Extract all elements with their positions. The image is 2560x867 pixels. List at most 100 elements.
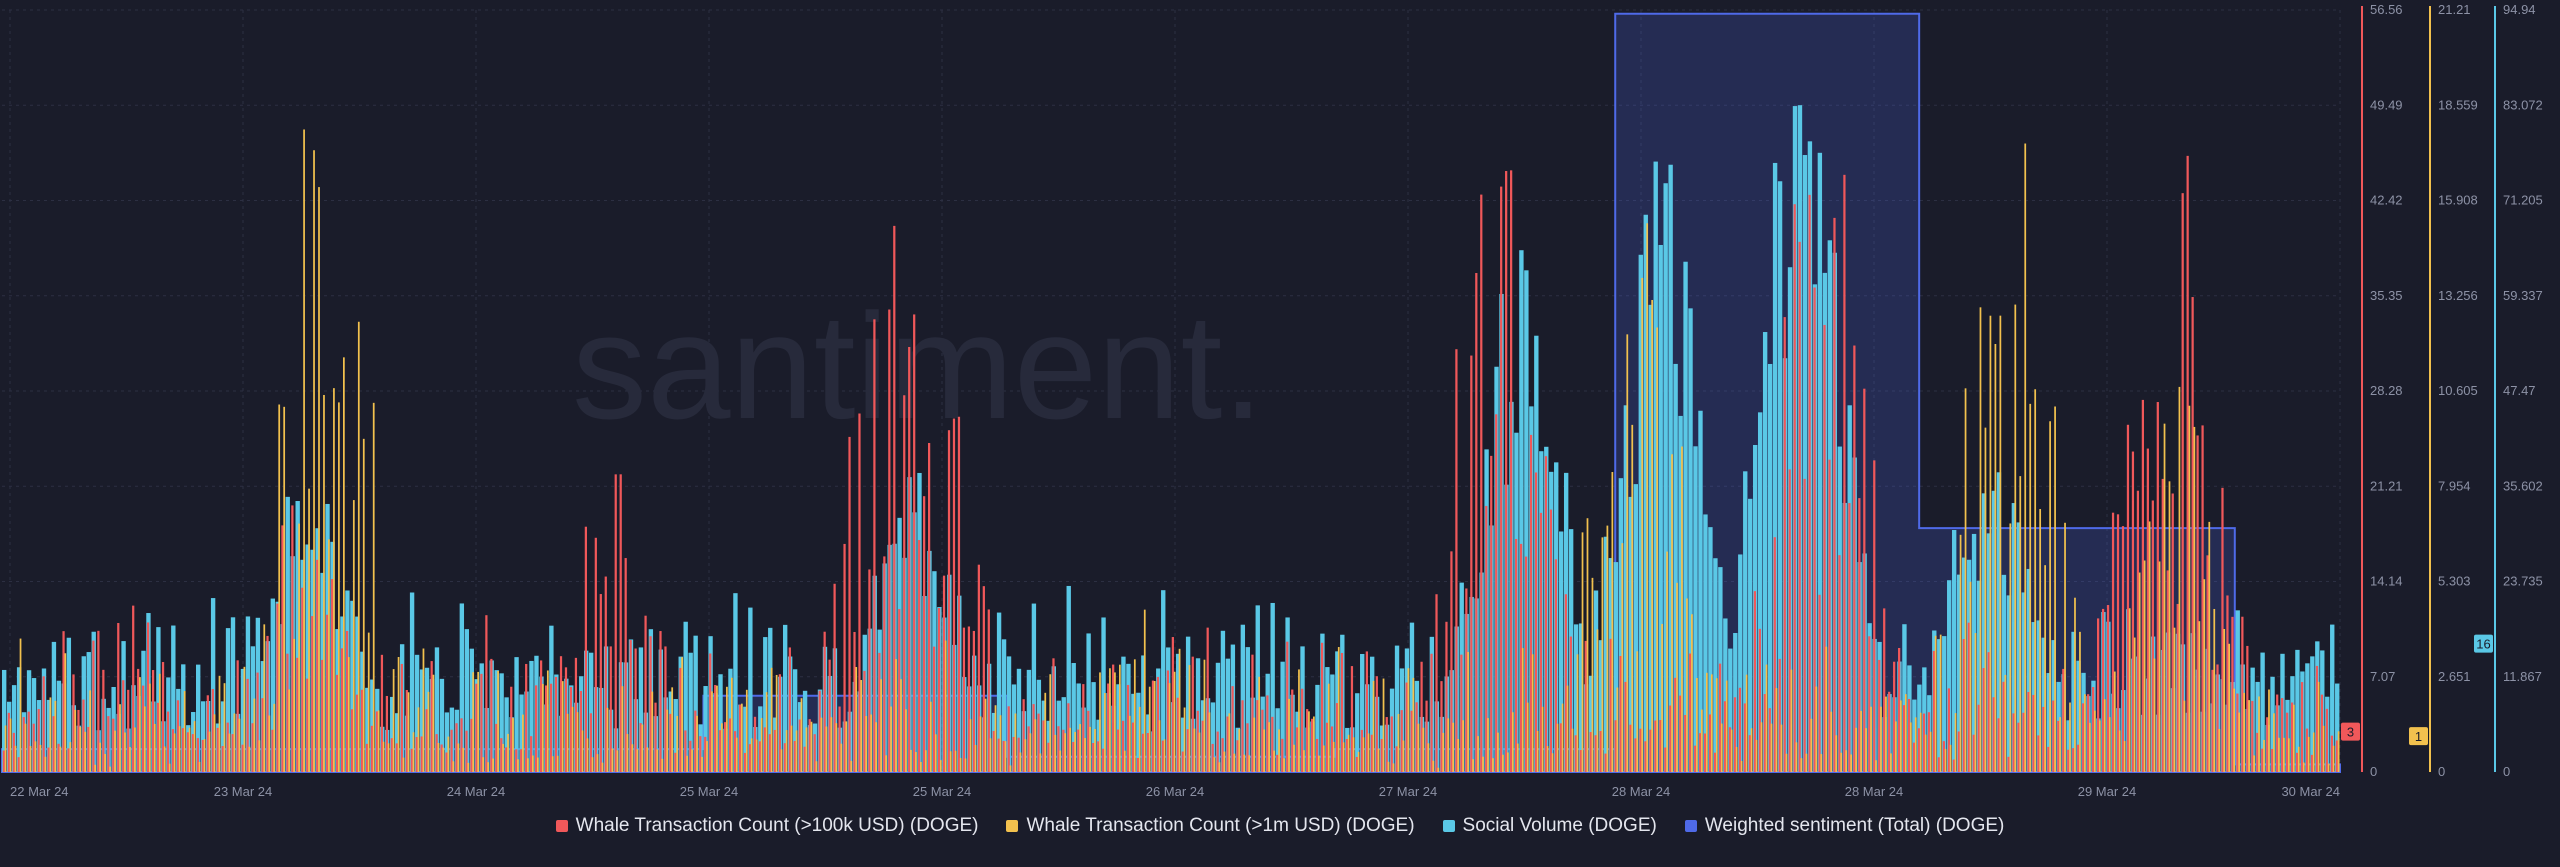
- social-volume-bar: [1330, 674, 1335, 772]
- whale-100k-bar: [1320, 642, 1324, 772]
- whale-1m-bar: [1820, 754, 1823, 772]
- social-volume-bar: [1524, 270, 1529, 772]
- whale-100k-bar: [1898, 647, 1901, 772]
- whale-100k-bar: [1564, 594, 1567, 772]
- whale-100k-bar: [87, 726, 90, 772]
- legend-label: Weighted sentiment (Total) (DOGE): [1704, 815, 2005, 836]
- social-volume-bar: [270, 598, 275, 772]
- whale-1m-bar: [1143, 609, 1146, 772]
- whale-100k-bar: [142, 685, 145, 772]
- whale-1m-bar: [541, 683, 544, 772]
- whale-1m-bar: [1457, 738, 1460, 772]
- whale-1m-bar: [745, 689, 748, 772]
- whale-100k-bar: [1082, 684, 1085, 772]
- whale-100k-bar: [1335, 703, 1339, 772]
- whale-1m-bar: [740, 703, 743, 772]
- whale-1m-bar: [1706, 672, 1708, 772]
- whale-1m-bar: [586, 738, 589, 772]
- whale-100k-bar: [331, 579, 334, 772]
- whale-100k-bar: [1276, 754, 1279, 772]
- whale-100k-bar: [2286, 712, 2289, 772]
- whale-100k-bar: [2106, 605, 2110, 772]
- whale-100k-bar: [868, 569, 871, 772]
- whale-100k-bar: [156, 702, 160, 772]
- social-volume-bar: [1777, 181, 1783, 773]
- whale-1m-bar: [1621, 543, 1624, 772]
- whale-1m-bar: [522, 714, 524, 772]
- whale-1m-bar: [512, 718, 514, 772]
- whale-100k-bar: [1102, 748, 1105, 772]
- whale-100k-bar: [977, 564, 980, 772]
- y-tick-label: 2.651: [2438, 669, 2471, 684]
- whale-100k-bar: [883, 556, 886, 772]
- whale-1m-bar: [218, 675, 221, 772]
- whale-1m-bar: [318, 187, 320, 773]
- whale-100k-bar: [1002, 740, 1005, 772]
- whale-1m-bar: [1541, 706, 1544, 772]
- whale-1m-bar: [1313, 716, 1315, 772]
- social-volume-bar: [2076, 660, 2081, 772]
- y-tick-label: 13.256: [2438, 288, 2478, 303]
- whale-1m-bar: [775, 674, 778, 772]
- whale-1m-bar: [681, 657, 684, 772]
- social-volume-bar: [1220, 630, 1226, 772]
- whale-100k-bar: [947, 430, 951, 772]
- whale-1m-bar: [905, 709, 907, 772]
- social-volume-bar: [1708, 527, 1713, 772]
- x-axis-ticks: 22 Mar 24 23 Mar 24 24 Mar 24 25 Mar 24 25 M…: [10, 784, 2340, 799]
- whale-100k-bar: [1301, 688, 1304, 772]
- whale-1m-bar: [427, 691, 430, 772]
- whale-1m-bar: [1785, 753, 1788, 772]
- whale-1m-bar: [2283, 737, 2285, 772]
- whale-1m-bar: [1208, 712, 1211, 772]
- whale-1m-bar: [2213, 608, 2216, 772]
- social-volume-bar: [1638, 254, 1643, 772]
- whale-100k-bar: [2196, 435, 2199, 772]
- whale-1m-bar: [1661, 623, 1663, 772]
- legend-item[interactable]: Weighted sentiment (Total) (DOGE): [1684, 815, 2005, 837]
- whale-1m-bar: [422, 648, 425, 772]
- legend-item[interactable]: Whale Transaction Count (>1m USD) (DOGE): [1006, 815, 1415, 837]
- whale-100k-bar: [2092, 687, 2095, 772]
- whale-1m-bar: [507, 733, 509, 772]
- whale-100k-bar: [1226, 716, 1229, 772]
- whale-1m-bar: [387, 743, 390, 772]
- whale-1m-bar: [1372, 680, 1375, 772]
- whale-1m-bar: [1004, 741, 1007, 772]
- y-tick-label: 0: [2370, 764, 2377, 779]
- social-volume-bar: [1225, 658, 1231, 772]
- whale-100k-bar: [1206, 627, 1209, 772]
- whale-100k-bar: [1166, 670, 1170, 772]
- whale-100k-bar: [1654, 720, 1657, 772]
- whale-100k-bar: [788, 647, 791, 772]
- y-tick-label: 0: [2438, 764, 2445, 779]
- whale-100k-bar: [2151, 500, 2154, 772]
- legend-item[interactable]: Whale Transaction Count (>100k USD) (DOG…: [555, 815, 978, 837]
- whale-1m-bar: [298, 523, 300, 772]
- whale-1m-bar: [2024, 143, 2027, 773]
- whale-100k-bar: [390, 738, 393, 772]
- social-volume-bar: [1688, 308, 1693, 772]
- whale-1m-bar: [1417, 723, 1420, 772]
- y-tick-label: 56.56: [2370, 2, 2403, 17]
- whale-1m-bar: [2188, 405, 2191, 772]
- whale-1m-bar: [1462, 720, 1464, 772]
- whale-1m-bar: [1904, 694, 1907, 772]
- whale-100k-bar: [510, 686, 513, 772]
- whale-1m-bar: [1919, 712, 1922, 772]
- whale-100k-bar: [1733, 697, 1737, 772]
- whale-100k-bar: [659, 631, 662, 772]
- whale-1m-bar: [915, 751, 917, 772]
- legend-item[interactable]: Social Volume (DOGE): [1442, 815, 1657, 837]
- social-volume-bar: [1628, 496, 1634, 772]
- whale-100k-bar: [2231, 616, 2234, 772]
- whale-100k-bar: [286, 653, 289, 772]
- whale-100k-bar: [1136, 757, 1140, 772]
- whale-1m-bar: [243, 666, 246, 772]
- whale-1m-bar: [1447, 718, 1450, 772]
- whale-100k-bar: [1972, 734, 1975, 772]
- social-volume-bar: [1951, 530, 1957, 772]
- whale-100k-bar: [918, 540, 921, 772]
- whale-1m-bar: [706, 741, 708, 772]
- whale-100k-bar: [132, 605, 135, 772]
